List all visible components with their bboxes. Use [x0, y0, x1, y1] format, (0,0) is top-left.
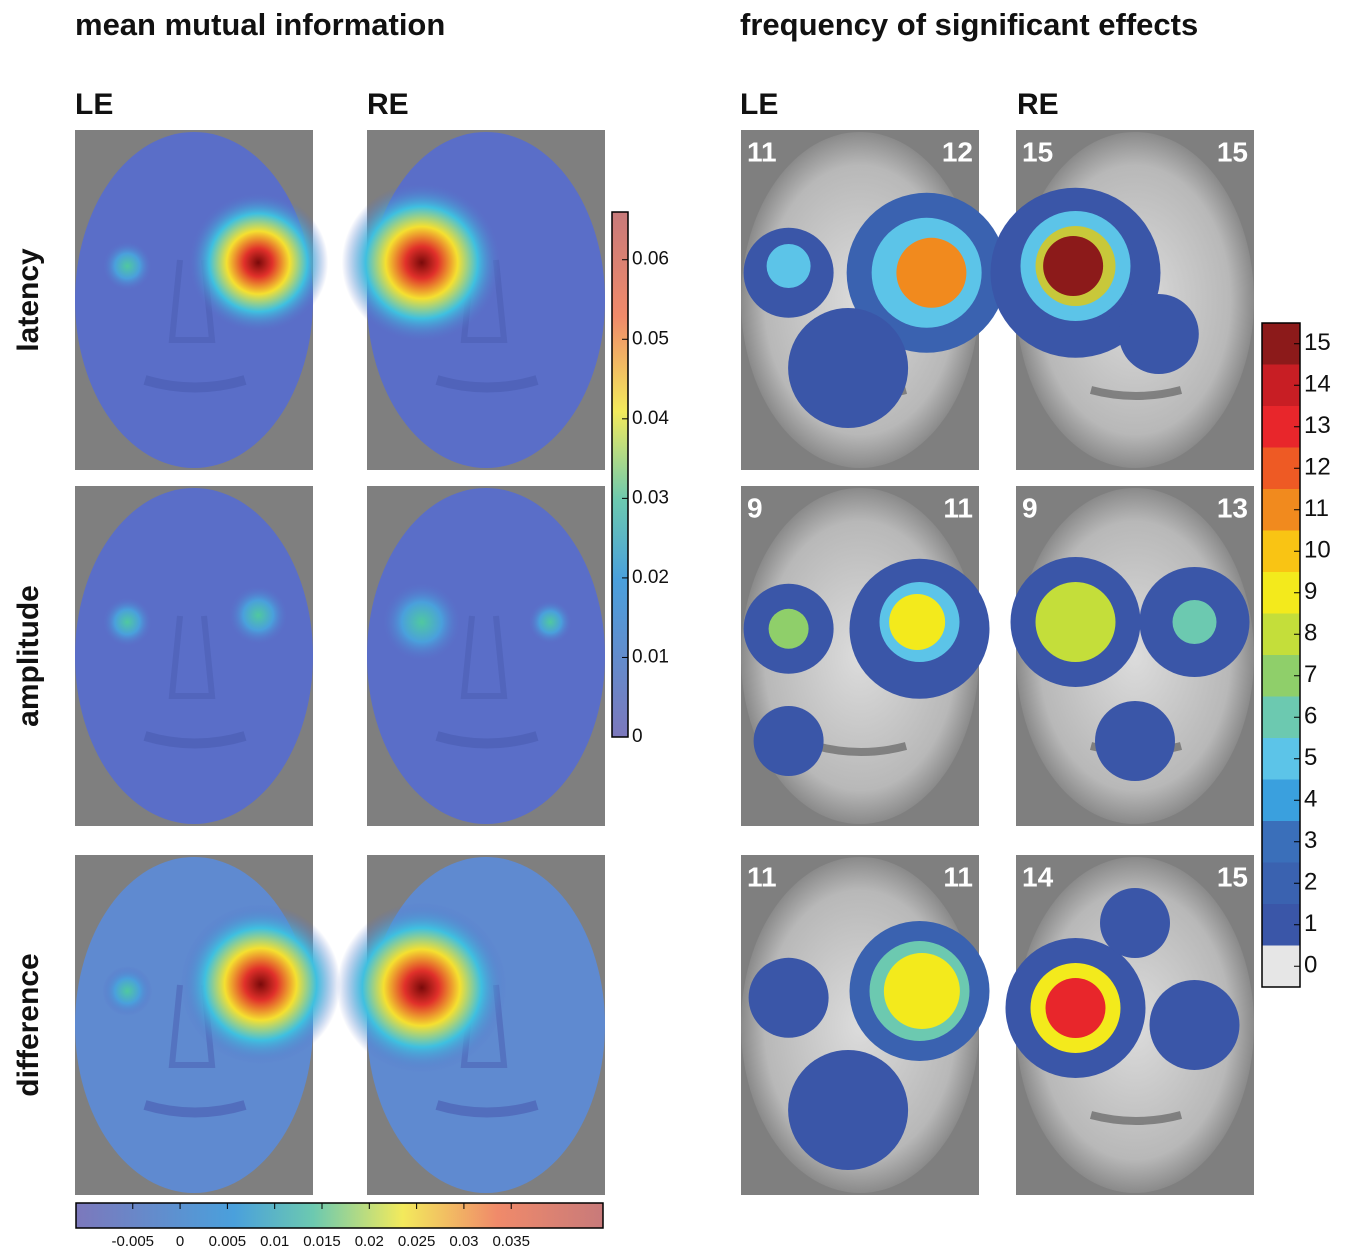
- tick-label: 0.02: [632, 567, 669, 588]
- tick-label: 2: [1304, 869, 1317, 896]
- activation: [767, 244, 811, 288]
- activation: [188, 193, 328, 333]
- tick-label: 0.01: [260, 1233, 289, 1250]
- column-label: RE: [1017, 88, 1059, 121]
- colorbar: [76, 1203, 603, 1228]
- activation: [228, 585, 288, 645]
- count-right: 15: [1217, 136, 1248, 167]
- count-right: 13: [1217, 492, 1248, 523]
- tick-label: 4: [1304, 786, 1317, 813]
- activation: [528, 600, 572, 644]
- activation: [889, 594, 945, 650]
- tick-label: 0.04: [632, 408, 669, 429]
- count-left: 9: [747, 492, 763, 523]
- activation: [337, 903, 507, 1073]
- activation: [342, 183, 502, 343]
- activation: [884, 953, 960, 1029]
- count-right: 11: [943, 861, 973, 892]
- row-label: amplitude: [12, 585, 45, 727]
- activation: [1046, 978, 1106, 1038]
- tick-label: 0.005: [209, 1233, 247, 1250]
- activation: [102, 597, 152, 647]
- column-label: LE: [740, 88, 778, 121]
- tick-label: 3: [1304, 827, 1317, 854]
- activation: [754, 706, 824, 776]
- tick-label: 0.06: [632, 249, 669, 270]
- tick-label: -0.005: [111, 1233, 154, 1250]
- tick-label: 6: [1304, 703, 1317, 730]
- count-left: 9: [1022, 492, 1038, 523]
- column-label: LE: [75, 88, 113, 121]
- count-right: 15: [1217, 861, 1248, 892]
- right-title: frequency of significant effects: [740, 7, 1198, 42]
- activation: [382, 582, 462, 662]
- activation: [769, 609, 809, 649]
- tick-label: 0.03: [632, 487, 669, 508]
- figure: mean mutual information frequency of sig…: [0, 0, 1349, 1251]
- count-left: 15: [1022, 136, 1053, 167]
- column-label: RE: [367, 88, 409, 121]
- activation: [749, 958, 829, 1038]
- row-label: latency: [12, 248, 45, 352]
- activation: [1036, 582, 1116, 662]
- tick-label: 12: [1304, 454, 1331, 481]
- tick-label: 0.05: [632, 328, 669, 349]
- tick-label: 7: [1304, 661, 1317, 688]
- activation: [1119, 294, 1199, 374]
- tick-label: 0.03: [449, 1233, 478, 1250]
- tick-label: 0.035: [492, 1233, 530, 1250]
- count-left: 11: [747, 861, 777, 892]
- tick-label: 10: [1304, 537, 1331, 564]
- tick-label: 15: [1304, 329, 1331, 356]
- tick-label: 1: [1304, 910, 1317, 937]
- activation: [1150, 980, 1240, 1070]
- tick-label: 0: [1304, 952, 1317, 979]
- tick-label: 13: [1304, 412, 1331, 439]
- count-left: 14: [1022, 861, 1054, 892]
- tick-label: 0: [176, 1233, 184, 1250]
- activation: [1043, 236, 1103, 296]
- activation: [788, 1050, 908, 1170]
- activation: [1095, 701, 1175, 781]
- activation: [788, 308, 908, 428]
- colorbar: [612, 212, 628, 737]
- activation: [181, 904, 341, 1064]
- left-title: mean mutual information: [75, 7, 445, 42]
- count-left: 11: [747, 136, 777, 167]
- tick-label: 11: [1304, 495, 1329, 522]
- tick-label: 5: [1304, 744, 1317, 771]
- tick-label: 0.01: [632, 646, 669, 667]
- activation: [102, 966, 152, 1016]
- tick-label: 8: [1304, 620, 1317, 647]
- activation: [102, 241, 152, 291]
- tick-label: 0.015: [303, 1233, 341, 1250]
- activation: [1100, 888, 1170, 958]
- count-right: 11: [943, 492, 973, 523]
- activation: [1173, 600, 1217, 644]
- row-label: difference: [12, 953, 45, 1096]
- tick-label: 9: [1304, 578, 1317, 605]
- tick-label: 14: [1304, 371, 1331, 398]
- face-map: [75, 488, 313, 824]
- count-right: 12: [942, 136, 973, 167]
- tick-label: 0.025: [398, 1233, 436, 1250]
- activation: [896, 238, 966, 308]
- tick-label: 0: [632, 726, 643, 747]
- tick-label: 0.02: [355, 1233, 384, 1250]
